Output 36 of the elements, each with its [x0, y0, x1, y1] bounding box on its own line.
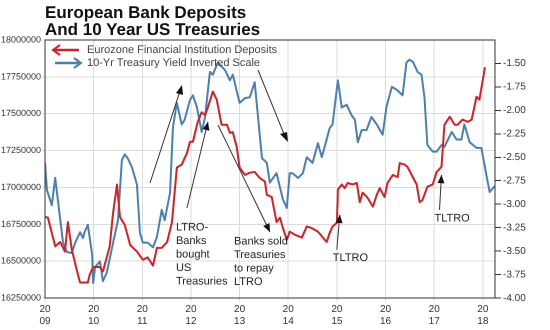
- y-tick-label: 17250000: [0, 145, 41, 156]
- y2-tick-label: -2.25: [503, 128, 526, 140]
- x-tick-label: 20 18: [477, 304, 489, 327]
- y-tick-label: 18000000: [0, 34, 41, 44]
- x-tick-label: 20 09: [39, 304, 51, 327]
- x-tick-label: 20 16: [380, 304, 392, 327]
- y2-tick-label: -3.00: [503, 198, 526, 210]
- x-tick-label: 20 13: [234, 304, 246, 327]
- y2-tick-label: -3.25: [503, 222, 526, 234]
- y2-tick-label: -2.50: [503, 152, 526, 164]
- y2-tick-label: -2.75: [503, 175, 526, 186]
- x-tick-label: 20 15: [331, 304, 343, 327]
- y-tick-label: 17500000: [0, 108, 41, 118]
- legend-label: 10-Yr Treasury Yield Inverted Scale: [87, 57, 260, 70]
- x-tick-label: 20 17: [428, 304, 440, 327]
- y2-tick-label: -1.50: [503, 58, 526, 70]
- x-tick-label: 20 11: [136, 304, 148, 327]
- annotation: TLTRO: [332, 252, 368, 264]
- y-tick-label: 16750000: [0, 218, 41, 229]
- y2-tick-label: -4.00: [503, 292, 526, 304]
- chart-title: European Bank Deposits And 10 Year US Treasuries: [45, 3, 260, 39]
- x-tick-label: 20 14: [282, 304, 294, 327]
- y-tick-label: 17750000: [0, 71, 41, 82]
- legend-label: Eurozone Financial Institution Deposits: [87, 44, 278, 56]
- x-tick-label: 20 12: [185, 304, 197, 327]
- y2-tick-label: -3.75: [503, 269, 526, 280]
- y2-tick-label: -3.50: [503, 246, 526, 257]
- annotation: LTRO- Banks bought US Treasuries: [176, 221, 228, 288]
- y2-tick-label: -2.00: [503, 105, 526, 116]
- x-tick-label: 20 10: [88, 304, 100, 327]
- annotation: TLTRO: [434, 212, 470, 224]
- y-tick-label: 16500000: [0, 256, 41, 266]
- y-tick-label: 17000000: [0, 182, 41, 192]
- y-tick-label: 16250000: [0, 292, 41, 302]
- annotation: Banks sold Treasuries to repay LTRO: [234, 236, 288, 288]
- y2-tick-label: -1.75: [503, 82, 526, 93]
